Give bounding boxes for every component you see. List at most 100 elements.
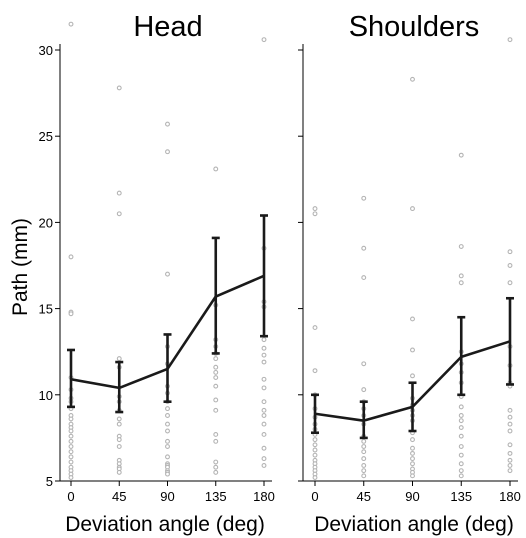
shoulders-x-tick-label: 135 [450, 489, 472, 504]
head-raw-point [213, 397, 219, 403]
shoulders-raw-point [458, 425, 464, 431]
shoulders-x-tick-label: 45 [357, 489, 371, 504]
head-raw-point [213, 469, 219, 475]
head-raw-point [68, 444, 74, 449]
head-raw-point [261, 445, 267, 451]
shoulders-raw-point [410, 450, 415, 456]
head-raw-point [165, 413, 170, 418]
shoulders-raw-point [458, 152, 464, 158]
head-raw-point [261, 352, 267, 358]
shoulders-raw-point [312, 206, 318, 212]
head-raw-point [213, 356, 219, 362]
shoulders-raw-point [410, 445, 415, 451]
head-x-tick-label: 135 [205, 489, 227, 504]
y-axis-title: Path (mm) [9, 218, 32, 316]
head-raw-point [165, 428, 170, 434]
shoulders-raw-point [507, 457, 513, 463]
head-raw-point [68, 475, 74, 481]
shoulders-raw-point [507, 468, 513, 474]
head-raw-point [261, 413, 267, 418]
shoulders-raw-point [410, 76, 415, 82]
head-raw-point [261, 337, 267, 343]
shoulders-raw-point [507, 414, 513, 420]
shoulders-raw-point [507, 428, 513, 434]
head-raw-point [261, 456, 267, 462]
shoulders-raw-point [410, 373, 415, 379]
head-raw-point [68, 254, 74, 260]
shoulders-raw-point [507, 263, 513, 268]
shoulders-x-tick-label: 90 [405, 489, 419, 504]
shoulders-raw-point [458, 433, 464, 439]
shoulders-raw-point [361, 473, 367, 479]
head-y-tick-label: 5 [46, 474, 53, 489]
shoulders-raw-point [312, 368, 318, 374]
shoulders-raw-point [312, 211, 318, 217]
head-raw-point [165, 121, 170, 127]
head-raw-point [261, 385, 267, 391]
head-raw-point [213, 166, 219, 172]
head-raw-point [261, 345, 267, 351]
shoulders-raw-point [361, 438, 367, 444]
shoulders-raw-point [361, 361, 367, 367]
shoulders-raw-point [507, 249, 513, 255]
shoulders-raw-point [361, 275, 367, 281]
head-raw-point [213, 438, 219, 444]
head-raw-point [116, 356, 122, 362]
head-panel-title: Head [133, 11, 202, 43]
shoulders-raw-point [361, 195, 367, 201]
shoulders-raw-point [312, 437, 318, 443]
shoulders-raw-point [458, 244, 464, 249]
shoulders-raw-point [458, 413, 464, 418]
head-raw-point [116, 421, 122, 427]
shoulders-x-tick-label: 180 [499, 489, 521, 504]
head-raw-point [165, 471, 170, 477]
head-raw-point [261, 432, 267, 437]
head-raw-point [165, 421, 170, 427]
head-x-tick-label: 0 [67, 489, 74, 504]
head-raw-point [165, 438, 170, 444]
shoulders-raw-point [410, 456, 415, 462]
head-y-tick-label: 25 [39, 129, 53, 144]
shoulders-raw-point [312, 447, 318, 453]
shoulders-raw-point [361, 444, 367, 449]
head-raw-point [213, 364, 219, 370]
shoulders-raw-point [361, 456, 367, 462]
shoulders-panel: Shoulders 0 45 90 135 180 Deviation angle (deg… [298, 11, 521, 536]
shoulders-raw-point [410, 437, 415, 443]
head-raw-point [116, 416, 122, 422]
shoulders-raw-point [410, 473, 415, 479]
head-raw-point [68, 21, 74, 27]
head-y-tick-label: 20 [39, 215, 53, 230]
head-raw-point [116, 444, 122, 449]
head-raw-point [261, 376, 267, 382]
shoulders-x-tick-label: 0 [311, 489, 318, 504]
head-y-tick-label: 30 [39, 43, 53, 58]
head-raw-point [213, 375, 219, 381]
shoulders-raw-point [410, 347, 415, 353]
shoulders-raw-point [458, 280, 464, 286]
head-raw-point [116, 85, 122, 91]
shoulders-raw-point [361, 387, 367, 393]
head-raw-point [213, 432, 219, 437]
shoulders-raw-point [458, 418, 464, 424]
head-raw-point [213, 369, 219, 375]
shoulders-raw-point [458, 473, 464, 479]
head-x-axis-title: Deviation angle (deg) [65, 513, 265, 536]
shoulders-panel-title: Shoulders [349, 11, 480, 43]
head-raw-point [165, 271, 170, 277]
head-raw-point [116, 469, 122, 475]
head-raw-point [165, 454, 170, 460]
head-y-tick-label: 10 [39, 388, 53, 403]
head-raw-point [68, 433, 74, 439]
shoulders-raw-point [361, 468, 367, 474]
shoulders-raw-point [507, 450, 513, 456]
shoulders-raw-point [458, 452, 464, 458]
head-raw-point [68, 416, 74, 422]
shoulders-raw-point [410, 206, 415, 212]
shoulders-raw-point [361, 245, 367, 251]
head-raw-point [165, 406, 170, 412]
head-x-tick-label: 45 [112, 489, 126, 504]
head-raw-point [116, 190, 122, 196]
head-raw-point [165, 444, 170, 449]
